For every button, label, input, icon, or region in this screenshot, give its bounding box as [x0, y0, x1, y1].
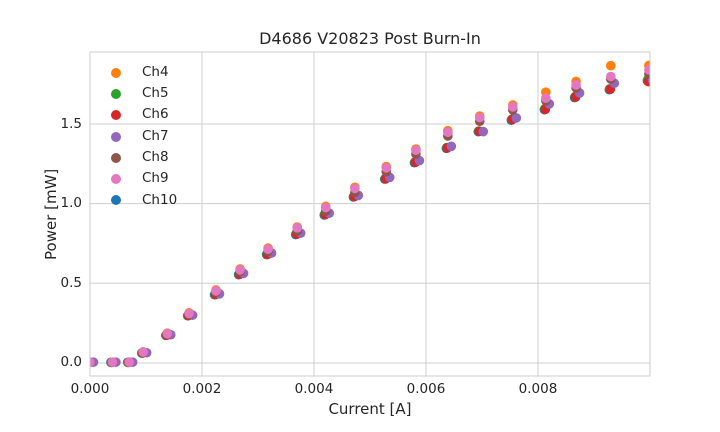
legend-label: Ch9 [142, 170, 169, 187]
legend-item-ch9: Ch9 [111, 168, 177, 189]
legend-marker-icon [111, 67, 121, 78]
data-point-ch9 [90, 357, 95, 367]
data-point-ch9 [443, 127, 453, 138]
data-point-ch9 [411, 145, 421, 156]
data-point-ch9 [320, 202, 331, 213]
data-point-ch7 [511, 113, 522, 123]
data-point-ch9 [474, 112, 485, 123]
data-point-ch4 [606, 60, 616, 71]
data-point-ch9 [292, 223, 303, 233]
x-tick-label: 0.008 [518, 381, 558, 397]
y-tick-label: 1.0 [60, 195, 82, 212]
legend-item-ch8: Ch8 [111, 147, 177, 168]
data-point-ch9 [571, 80, 581, 90]
legend-marker-icon [111, 131, 121, 142]
data-point-ch9 [541, 93, 551, 103]
legend-label: Ch8 [142, 149, 169, 166]
data-point-ch9 [644, 65, 650, 75]
x-tick-label: 0.002 [182, 381, 222, 397]
data-point-ch9 [508, 102, 518, 112]
legend-marker-icon [111, 195, 121, 206]
x-axis-label: Current [A] [328, 400, 412, 418]
legend-item-ch7: Ch7 [111, 126, 177, 147]
legend-item-ch4: Ch4 [111, 62, 177, 83]
legend-marker-icon [111, 88, 121, 99]
data-point-ch9 [263, 244, 273, 255]
chart-title: D4686 V20823 Post Burn-In [259, 29, 481, 48]
legend-item-ch5: Ch5 [111, 83, 177, 104]
legend-item-ch6: Ch6 [111, 105, 177, 126]
x-tick-label: 0.000 [70, 381, 110, 397]
y-tick-label: 0.5 [60, 274, 82, 291]
data-point-ch9 [381, 163, 392, 173]
data-point-ch9 [107, 357, 118, 367]
data-point-ch7 [478, 126, 489, 137]
legend-item-ch10: Ch10 [111, 190, 177, 211]
data-point-ch9 [162, 328, 173, 339]
data-point-ch7 [446, 141, 457, 152]
y-tick-label: 0.0 [60, 354, 82, 371]
axes-spines [89, 51, 651, 377]
x-tick-label: 0.006 [406, 381, 446, 397]
data-point-ch9 [350, 183, 360, 194]
scatter-points [90, 60, 650, 368]
legend-marker-icon [111, 174, 121, 185]
x-tick-label: 0.004 [294, 381, 334, 397]
legend: Ch4 Ch5 Ch6 Ch7 Ch8 Ch9 Ch10 [111, 62, 177, 211]
legend-label: Ch5 [142, 85, 169, 102]
legend-label: Ch6 [142, 106, 169, 123]
legend-label: Ch4 [142, 63, 169, 80]
legend-label: Ch10 [142, 191, 178, 208]
legend-marker-icon [111, 110, 121, 121]
data-point-ch9 [606, 71, 616, 82]
data-point-ch9 [235, 265, 245, 275]
y-axis-label: Power [mW] [42, 168, 60, 260]
y-tick-label: 1.5 [60, 115, 82, 132]
data-point-ch9 [184, 308, 194, 319]
legend-marker-icon [111, 152, 121, 163]
data-point-ch9 [124, 357, 134, 367]
data-point-ch9 [211, 286, 221, 296]
data-point-ch9 [138, 347, 148, 357]
legend-label: Ch7 [142, 127, 169, 144]
